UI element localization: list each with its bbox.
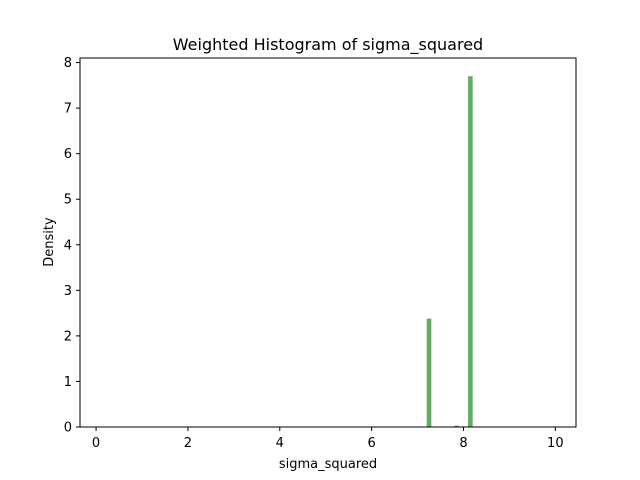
x-tick-label: 8 (459, 436, 467, 451)
y-tick-label: 4 (64, 238, 72, 253)
y-tick-label: 8 (64, 56, 72, 71)
x-tick-label: 6 (367, 436, 375, 451)
histogram-bar (426, 318, 432, 427)
y-tick-label: 6 (64, 147, 72, 162)
histogram-bar (468, 76, 473, 427)
y-tick-label: 3 (64, 284, 72, 299)
x-tick-label: 2 (184, 436, 192, 451)
x-axis-ticks: 0 2 4 6 8 10 (92, 427, 564, 451)
plot-frame (79, 57, 577, 428)
x-axis-label: sigma_squared (279, 457, 377, 472)
bars-group (426, 76, 473, 427)
y-tick-label: 0 (64, 421, 72, 436)
chart-title: Weighted Histogram of sigma_squared (173, 35, 483, 55)
y-tick-label: 1 (64, 375, 72, 390)
y-axis-label: Density (42, 217, 57, 267)
y-tick-label: 7 (64, 102, 72, 117)
y-tick-label: 5 (64, 193, 72, 208)
y-axis-ticks: 0 1 2 3 4 5 6 7 8 (64, 56, 80, 436)
histogram-bar (454, 425, 459, 427)
x-tick-label: 0 (92, 436, 100, 451)
x-tick-label: 10 (547, 436, 564, 451)
x-tick-label: 4 (276, 436, 284, 451)
y-tick-label: 2 (64, 329, 72, 344)
